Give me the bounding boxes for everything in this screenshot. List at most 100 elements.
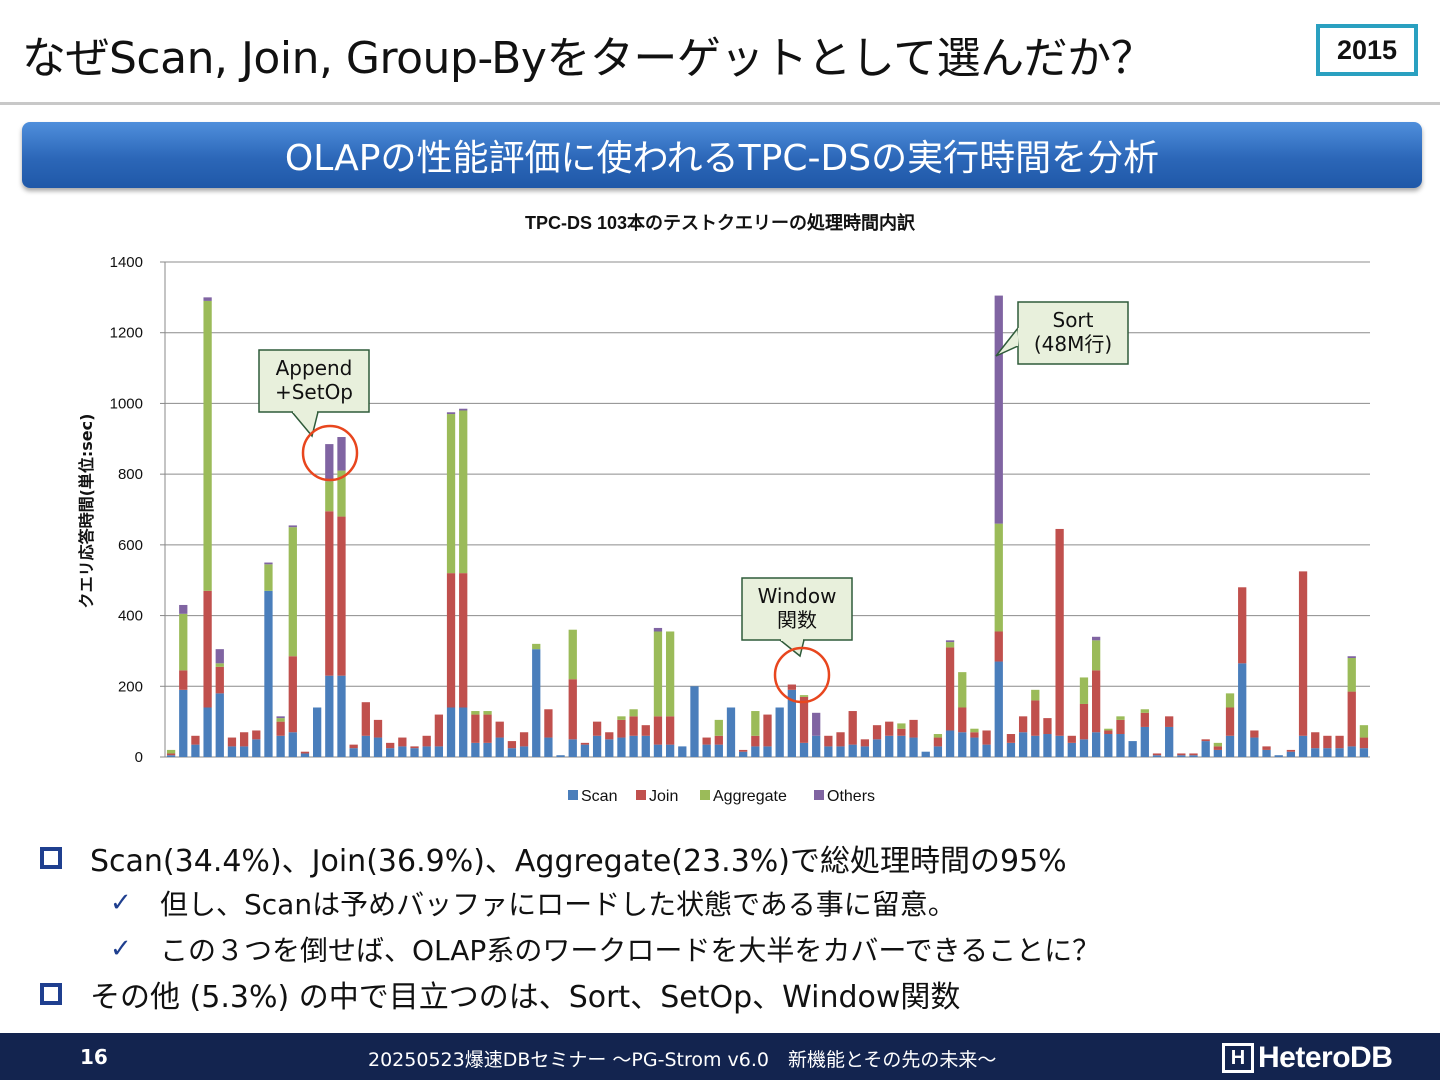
bar-segment-scan [459, 707, 468, 757]
bar-segment-aggregate [203, 300, 212, 591]
bar-stack [812, 712, 821, 757]
bar-stack [398, 737, 407, 757]
bar-segment-scan [191, 744, 200, 758]
bar-stack [1335, 735, 1344, 757]
bar-segment-scan [812, 735, 821, 757]
bar-stack [252, 730, 261, 757]
bar-segment-others [179, 604, 188, 614]
bar-segment-join [1031, 700, 1040, 736]
bar-stack [714, 719, 723, 758]
bar-segment-scan [1238, 663, 1247, 757]
bar-segment-others [264, 562, 273, 565]
bar-segment-join [848, 711, 857, 745]
bar-segment-scan [799, 742, 809, 757]
bar-stack [1031, 689, 1040, 757]
bar-segment-scan [1262, 749, 1271, 757]
bar-segment-scan [994, 661, 1003, 757]
callout-text: Window [758, 584, 837, 608]
callout: Sort(48M行) [995, 301, 1129, 365]
title-divider [0, 102, 1440, 105]
bar-segment-aggregate [994, 523, 1003, 632]
bar-stack [580, 742, 590, 758]
bar-segment-scan [215, 693, 224, 757]
bar-segment-scan [434, 746, 444, 757]
bar-segment-aggregate [459, 410, 468, 574]
legend-label: Others [827, 788, 875, 805]
bar-segment-scan [349, 748, 358, 757]
bar-segment-join [373, 719, 383, 738]
callout-joint [1016, 327, 1020, 347]
bar-segment-join [495, 721, 504, 738]
bar-stack [970, 728, 979, 757]
bar-segment-aggregate [1116, 716, 1125, 720]
bar-stack [1189, 753, 1198, 757]
bar-segment-join [592, 721, 602, 736]
bar-segment-aggregate [1031, 689, 1040, 701]
bar-stack [872, 725, 882, 757]
bar-stack [313, 707, 322, 757]
bar-stacks [166, 295, 1369, 758]
bar-segment-join [1079, 703, 1089, 740]
square-bullet-icon [40, 983, 62, 1005]
bar-segment-aggregate [958, 672, 967, 708]
bar-segment-join [337, 516, 346, 676]
bar-segment-aggregate [1079, 677, 1089, 704]
bar-stack [678, 746, 687, 757]
bar-segment-join [787, 684, 796, 690]
bar-stack [1250, 730, 1259, 757]
y-tick-label: 1000 [110, 395, 143, 412]
bar-segment-join [1092, 670, 1101, 733]
bar-stack [775, 707, 784, 757]
bar-stack [459, 408, 468, 757]
bar-stack [1225, 693, 1235, 757]
bar-segment-aggregate [446, 414, 456, 574]
bar-segment-scan [641, 735, 650, 757]
bar-segment-join [970, 732, 979, 738]
bar-stack [1006, 734, 1016, 757]
bar-stack [1359, 725, 1369, 757]
bar-stack [1140, 709, 1149, 757]
legend-swatch [636, 790, 646, 800]
bar-segment-join [860, 739, 870, 747]
bar-stack [909, 719, 918, 757]
bar-stack [848, 711, 857, 758]
bar-segment-join [422, 735, 431, 747]
bar-stack [422, 735, 431, 757]
bar-stack [982, 730, 991, 758]
bar-segment-scan [763, 746, 772, 757]
bar-segment-join [325, 511, 334, 676]
bar-segment-aggregate [665, 631, 675, 717]
bar-segment-scan [848, 744, 857, 758]
bar-segment-join [349, 744, 358, 749]
bar-segment-scan [410, 748, 419, 757]
bar-stack [361, 702, 370, 757]
bar-stack [349, 744, 358, 757]
bar-segment-scan [313, 707, 322, 757]
bar-stack [921, 751, 930, 757]
bar-segment-aggregate [933, 734, 943, 738]
bar-segment-scan [544, 737, 553, 757]
bar-segment-others [459, 408, 468, 411]
bar-segment-join [958, 707, 967, 733]
bar-segment-aggregate [325, 481, 334, 512]
bar-segment-aggregate [1225, 693, 1235, 708]
bar-segment-scan [1323, 748, 1332, 757]
bar-segment-scan [702, 744, 711, 758]
bar-segment-scan [921, 751, 930, 757]
bar-stack [1055, 528, 1064, 757]
bar-segment-scan [1140, 726, 1149, 757]
bar-segment-join [386, 742, 395, 749]
chart-annotations: Append+SetOp Sort(48M行) Window関数 [258, 301, 1129, 704]
bar-segment-join [1043, 718, 1052, 735]
bar-segment-join [885, 721, 894, 736]
callout-text: Sort [1053, 308, 1094, 332]
y-tick-label: 1400 [110, 254, 143, 271]
bar-stack [1323, 735, 1332, 757]
legend-entry: Others [814, 788, 875, 805]
bar-stack [203, 297, 212, 757]
bar-segment-others [1347, 656, 1356, 658]
callout-box [741, 577, 853, 641]
heterodb-logo: H HeteroDB [1222, 1041, 1393, 1075]
callout-text: Append [276, 356, 353, 380]
bullet-list: Scan(34.4%)、Join(36.9%)、Aggregate(23.3%)… [40, 836, 1420, 1016]
